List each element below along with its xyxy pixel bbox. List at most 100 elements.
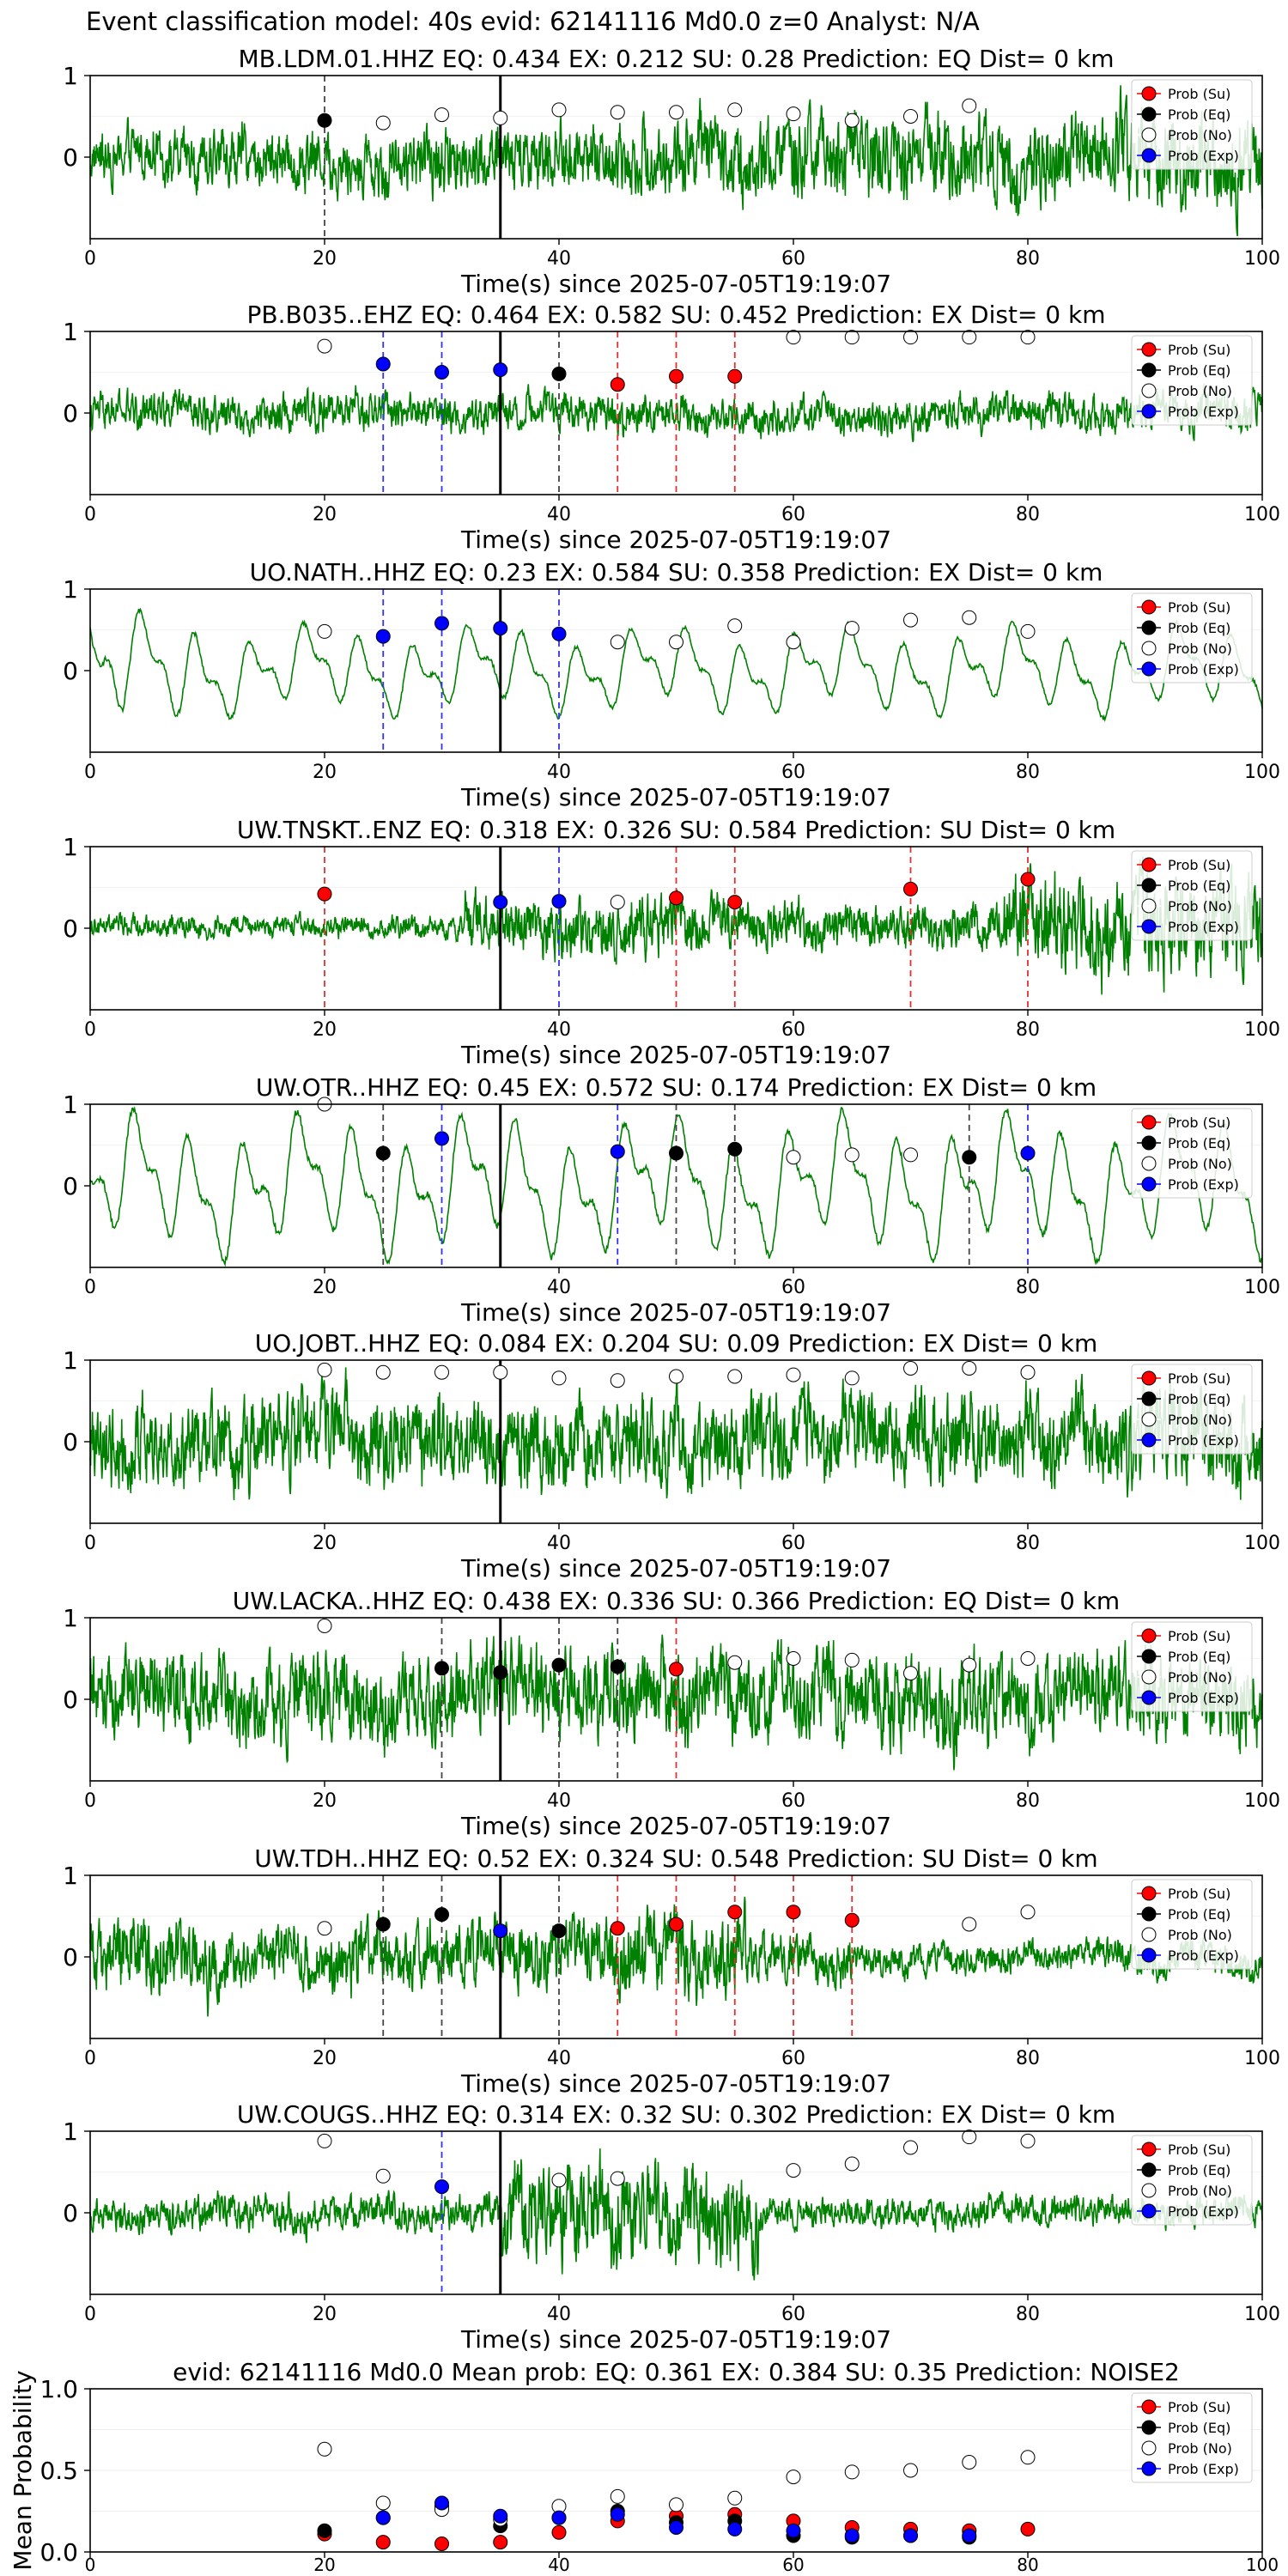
x-tick-label: 60	[781, 504, 805, 526]
probability-marker	[727, 1905, 743, 1920]
legend-label: Prob (No)	[1168, 1156, 1232, 1172]
y-tick-label: 0	[63, 1428, 78, 1456]
x-axis-label: Time(s) since 2025-07-05T19:19:07	[460, 526, 891, 554]
y-tick-label: 0	[63, 143, 78, 172]
probability-marker	[317, 112, 332, 128]
probability-marker	[434, 1364, 449, 1380]
y-axis-label: Mean Probability	[9, 2370, 37, 2570]
y-tick-label: 0	[63, 914, 78, 943]
mean-probability-point	[434, 2495, 449, 2511]
mean-probability-point	[317, 2441, 332, 2457]
x-tick-label: 20	[313, 2304, 337, 2325]
probability-marker	[1020, 872, 1036, 887]
probability-marker	[375, 1364, 391, 1380]
legend-marker	[1141, 2440, 1157, 2456]
x-tick-label: 80	[1016, 1277, 1040, 1298]
x-tick-label: 0	[84, 1019, 96, 1041]
probability-marker	[962, 1361, 977, 1376]
probability-marker	[786, 330, 801, 345]
legend-label: Prob (No)	[1168, 641, 1232, 657]
legend-marker	[1141, 620, 1157, 635]
probability-marker	[434, 365, 449, 380]
legend-label: Prob (Eq)	[1168, 620, 1230, 636]
mean-probability-point	[317, 2523, 332, 2538]
legend-marker	[1141, 599, 1157, 615]
x-tick-label: 40	[547, 1533, 571, 1554]
x-tick-label: 20	[313, 2555, 335, 2575]
y-tick-label: 0.5	[39, 2457, 78, 2485]
legend-label: Prob (Eq)	[1168, 362, 1230, 379]
x-tick-label: 0	[84, 762, 96, 783]
probability-marker	[962, 1657, 977, 1673]
probability-marker	[493, 1665, 508, 1680]
legend-label: Prob (Exp)	[1168, 1947, 1239, 1964]
x-tick-label: 40	[547, 762, 571, 783]
panel-title: UW.TNSKT..ENZ EQ: 0.318 EX: 0.326 SU: 0.…	[237, 816, 1115, 844]
probability-marker	[375, 1145, 391, 1161]
legend-marker	[1141, 898, 1157, 914]
y-tick-label: 1	[63, 1346, 78, 1375]
probability-marker	[844, 112, 860, 128]
x-tick-label: 20	[313, 762, 337, 783]
x-tick-label: 80	[1016, 1019, 1040, 1041]
probability-marker	[434, 1131, 449, 1146]
legend-marker	[1141, 1370, 1157, 1386]
legend-marker	[1141, 2399, 1157, 2415]
probability-marker	[610, 1373, 625, 1388]
x-tick-label: 0	[84, 248, 96, 270]
x-tick-label: 40	[547, 504, 571, 526]
x-tick-label: 100	[1244, 2304, 1280, 2325]
legend-label: Prob (Eq)	[1168, 1906, 1230, 1923]
legend-marker	[1141, 2203, 1157, 2219]
mean-probability-panel: evid: 62141116 Md0.0 Mean prob: EQ: 0.36…	[9, 2358, 1279, 2575]
legend-box	[1131, 335, 1253, 426]
x-tick-label: 0	[84, 1790, 96, 1812]
legend-label: Prob (Eq)	[1168, 878, 1230, 894]
x-tick-label: 0	[84, 2304, 96, 2325]
probability-marker	[317, 623, 332, 639]
legend-label: Prob (Exp)	[1168, 2203, 1239, 2220]
x-tick-label: 80	[1016, 504, 1040, 526]
legend-marker	[1141, 641, 1157, 656]
probability-marker	[551, 1370, 567, 1386]
x-tick-label: 80	[1016, 248, 1040, 270]
x-axis-label: Time(s) since 2025-07-05T19:19:07	[460, 2069, 891, 2098]
legend-label: Prob (Exp)	[1168, 661, 1239, 677]
x-tick-label: 0	[84, 2048, 96, 2069]
probability-marker	[903, 612, 918, 628]
y-tick-label: 0	[63, 2199, 78, 2227]
station-panel: PB.B035..EHZ EQ: 0.464 EX: 0.582 SU: 0.4…	[63, 301, 1280, 554]
legend-label: Prob (No)	[1168, 898, 1232, 914]
mean-probability-point	[844, 2528, 860, 2543]
x-tick-label: 60	[781, 1019, 805, 1041]
x-tick-label: 40	[547, 1019, 571, 1041]
probability-marker	[962, 98, 977, 113]
probability-marker	[610, 1659, 625, 1674]
mean-probability-point	[786, 2523, 801, 2538]
probability-marker	[551, 626, 567, 641]
x-axis-label: Time(s) since 2025-07-05T19:19:07	[460, 2325, 891, 2354]
probability-marker	[844, 1370, 860, 1386]
panel-title: MB.LDM.01.HHZ EQ: 0.434 EX: 0.212 SU: 0.…	[239, 45, 1115, 73]
probability-marker	[903, 1666, 918, 1681]
x-tick-label: 0	[84, 504, 96, 526]
legend-marker	[1141, 342, 1157, 357]
legend-marker	[1141, 2142, 1157, 2157]
probability-marker	[903, 330, 918, 345]
station-panel: UO.NATH..HHZ EQ: 0.23 EX: 0.584 SU: 0.35…	[63, 558, 1280, 811]
probability-marker	[669, 1369, 683, 1384]
probability-marker	[551, 102, 567, 118]
x-tick-label: 40	[547, 2048, 571, 2069]
probability-marker	[317, 1921, 332, 1936]
probability-marker	[669, 1662, 683, 1677]
x-tick-label: 40	[547, 2304, 571, 2325]
probability-marker	[375, 629, 391, 644]
legend-box	[1131, 1364, 1253, 1455]
legend-label: Prob (Su)	[1168, 1370, 1230, 1387]
probability-marker	[786, 2163, 801, 2178]
legend-label: Prob (Exp)	[1168, 148, 1239, 164]
waveform-trace	[89, 85, 1263, 237]
legend-marker	[1141, 148, 1157, 163]
x-tick-label: 60	[781, 762, 805, 783]
y-tick-label: 1	[63, 318, 78, 346]
